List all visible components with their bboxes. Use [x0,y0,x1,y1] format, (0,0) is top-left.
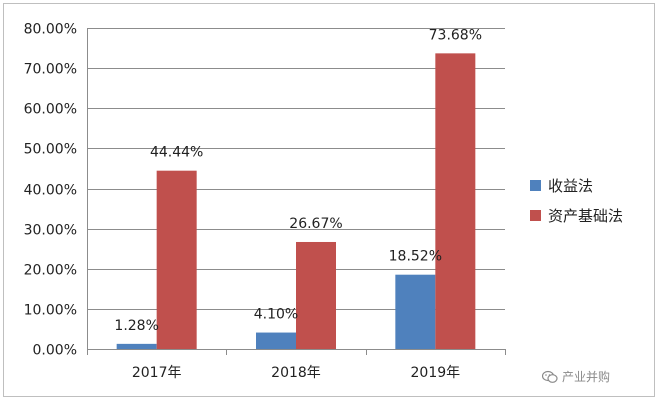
x-tick-label: 2017年 [132,365,182,381]
bar [256,332,296,349]
watermark: 产业并购 [542,368,610,385]
data-label: 26.67% [289,216,342,232]
y-tick-label: 40.00% [24,183,77,199]
bar [395,274,436,349]
data-labels: 1.28% 44.44% 4.10% 26.67% 18.52% 73.68% [114,27,482,334]
legend-label: 收益法 [548,177,593,195]
watermark-text: 产业并购 [562,370,611,384]
bar [435,53,476,349]
data-label: 4.10% [254,307,298,323]
wechat-icon [542,370,558,383]
y-tick-label: 60.00% [24,102,77,118]
y-tick-label: 0.00% [33,343,77,359]
data-label: 18.52% [389,249,442,265]
bar [116,343,157,349]
x-tick-label: 2019年 [411,365,461,381]
x-tick-label: 2018年 [271,365,321,381]
y-tick-label: 50.00% [24,142,77,158]
y-tick-label: 10.00% [24,303,77,319]
y-tick-label: 70.00% [24,62,77,78]
bar [156,170,197,349]
y-tick-label: 80.00% [24,22,77,38]
bars [116,53,476,349]
x-axis: 2017年 2018年 2019年 [87,349,506,381]
legend-label: 资产基础法 [548,207,623,225]
legend-swatch [530,180,541,191]
y-tick-label: 30.00% [24,223,77,239]
data-label: 1.28% [114,318,158,334]
y-tick-label: 20.00% [24,263,77,279]
y-axis-ticks: 0.00% 10.00% 20.00% 30.00% 40.00% 50.00% 60.00… [24,22,88,359]
data-label: 73.68% [429,27,482,43]
legend-swatch [530,210,541,221]
data-label: 44.44% [150,145,203,161]
bar [296,241,336,349]
